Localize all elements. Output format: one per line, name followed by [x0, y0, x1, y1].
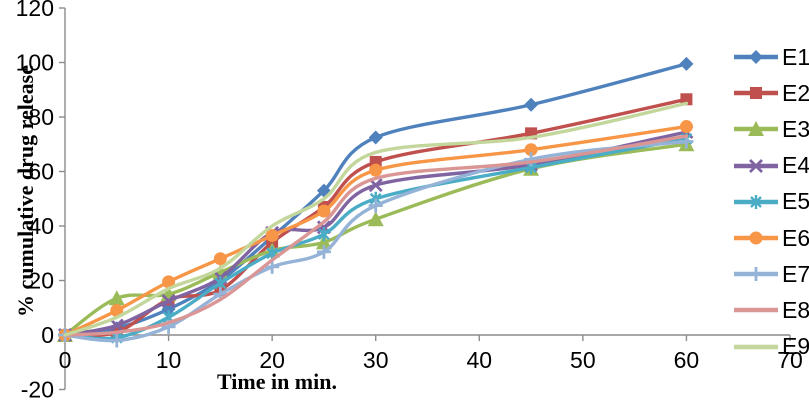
y-axis-tick-label: 60	[28, 159, 54, 185]
series-markers-E6	[58, 120, 693, 342]
legend-swatch-E6	[734, 231, 778, 245]
legend-label-E9: E9	[782, 333, 809, 360]
y-axis-tick-label: 120	[16, 0, 54, 21]
legend-swatch-E9	[734, 344, 778, 349]
circle-marker	[317, 204, 331, 218]
circle-marker	[679, 120, 693, 134]
x-axis-title: Time in min.	[216, 369, 337, 394]
triangle-marker	[108, 290, 125, 306]
legend-label-E5: E5	[782, 188, 809, 215]
x-axis-tick-label: 60	[674, 347, 700, 373]
diamond-marker	[679, 56, 694, 71]
legend-item-E3: E3	[733, 115, 809, 143]
y-axis-tick-label: 20	[28, 268, 54, 294]
legend-item-E5: E5	[733, 188, 809, 216]
circle-marker	[524, 143, 538, 157]
x-axis-tick-label: 50	[570, 347, 596, 373]
legend-item-E7: E7	[733, 260, 809, 288]
y-axis-tick-label: 80	[28, 104, 54, 130]
x-marker	[109, 318, 124, 333]
legend-swatch-E3	[734, 121, 778, 137]
legend-swatch-E2	[734, 87, 778, 100]
legend-swatch-E7	[734, 267, 778, 282]
triangle-marker	[748, 121, 764, 137]
legend-label-E2: E2	[782, 79, 809, 106]
x-axis-tick-label: 20	[259, 347, 285, 373]
x-marker	[749, 158, 763, 173]
circle-marker	[110, 303, 124, 317]
legend-item-E6: E6	[733, 224, 809, 252]
legend-label-E6: E6	[782, 224, 809, 251]
plus-marker	[524, 152, 539, 167]
legend-swatch-E5	[734, 194, 778, 209]
series-markers-E7	[58, 134, 694, 348]
legend-label-E7: E7	[782, 260, 809, 287]
legend-swatch-E1	[734, 50, 778, 64]
y-axis-title: % cumulative drug release	[13, 65, 38, 317]
x-axis-tick-label: 40	[466, 347, 492, 373]
legend-swatch-E4	[734, 158, 778, 173]
legend-item-E9: E9	[733, 333, 809, 361]
circle-marker	[369, 163, 383, 177]
legend-item-E4: E4	[733, 152, 809, 180]
circle-marker	[213, 252, 227, 266]
x-marker	[161, 293, 176, 308]
x-axis-tick-label: 70	[777, 347, 803, 373]
asterisk-marker	[318, 227, 330, 242]
legend-swatch-E8	[734, 308, 778, 313]
circle-marker	[749, 231, 763, 245]
plus-marker	[109, 333, 124, 348]
plus-marker	[749, 267, 763, 282]
series-line-E9	[63, 101, 689, 337]
plus-marker	[265, 259, 280, 274]
square-marker	[750, 87, 762, 100]
circle-marker	[162, 275, 176, 289]
legend-item-E8: E8	[733, 296, 809, 324]
y-axis-tick-label: 100	[16, 50, 54, 76]
legend-label-E3: E3	[782, 115, 809, 142]
asterisk-marker	[750, 194, 762, 209]
y-axis-tick-label: -20	[21, 377, 54, 403]
legend-label-E4: E4	[782, 152, 809, 179]
legend-label-E8: E8	[782, 296, 809, 323]
y-axis-tick-label: 40	[28, 213, 54, 239]
x-axis-tick-label: 30	[363, 347, 389, 373]
legend-label-E1: E1	[782, 43, 809, 70]
y-axis-tick-label: 0	[41, 322, 54, 348]
triangle-marker	[367, 211, 384, 227]
series-line-E8	[63, 134, 689, 337]
diamond-marker	[524, 97, 539, 112]
x-axis-tick-label: 0	[59, 347, 72, 373]
triangle-marker	[315, 234, 332, 250]
diamond-marker	[749, 50, 763, 64]
diamond-marker	[368, 130, 383, 145]
square-marker	[680, 93, 693, 106]
legend-item-E1: E1	[733, 43, 809, 71]
legend-item-E2: E2	[733, 79, 809, 107]
plus-marker	[316, 244, 331, 259]
plus-marker	[368, 198, 383, 213]
circle-marker	[265, 229, 279, 243]
x-axis-tick-label: 10	[156, 347, 182, 373]
